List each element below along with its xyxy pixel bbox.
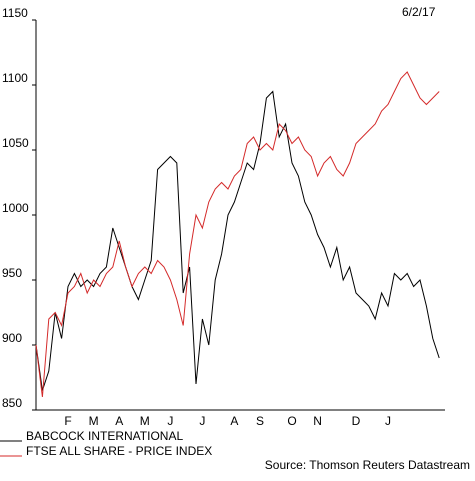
x-tick-label: A <box>230 414 238 428</box>
x-tick-label: J <box>385 414 391 428</box>
x-tick-label: J <box>167 414 173 428</box>
y-tick-label: 950 <box>2 266 22 280</box>
x-tick-label: F <box>64 414 71 428</box>
x-tick-label: N <box>313 414 322 428</box>
y-tick-label: 1100 <box>2 71 28 85</box>
legend-label: BABCOCK INTERNATIONAL <box>26 429 183 443</box>
x-tick-label: D <box>352 414 361 428</box>
source-label: Source: Thomson Reuters Datastream <box>265 458 470 472</box>
x-tick-label: A <box>115 414 123 428</box>
date-label: 6/2/17 <box>402 5 436 19</box>
x-tick-label: J <box>199 414 205 428</box>
y-tick-label: 900 <box>2 331 22 345</box>
y-tick-label: 1050 <box>2 136 29 150</box>
series-line <box>35 71 440 398</box>
y-tick-label: 1000 <box>2 201 29 215</box>
x-tick-label: M <box>140 414 150 428</box>
x-tick-label: S <box>256 414 264 428</box>
legend-label: FTSE ALL SHARE - PRICE INDEX <box>26 444 212 458</box>
y-tick-label: 1150 <box>2 6 28 20</box>
y-tick-label: 850 <box>2 396 22 410</box>
series-line <box>35 90 440 391</box>
x-tick-label: M <box>89 414 99 428</box>
x-tick-label: O <box>287 414 296 428</box>
